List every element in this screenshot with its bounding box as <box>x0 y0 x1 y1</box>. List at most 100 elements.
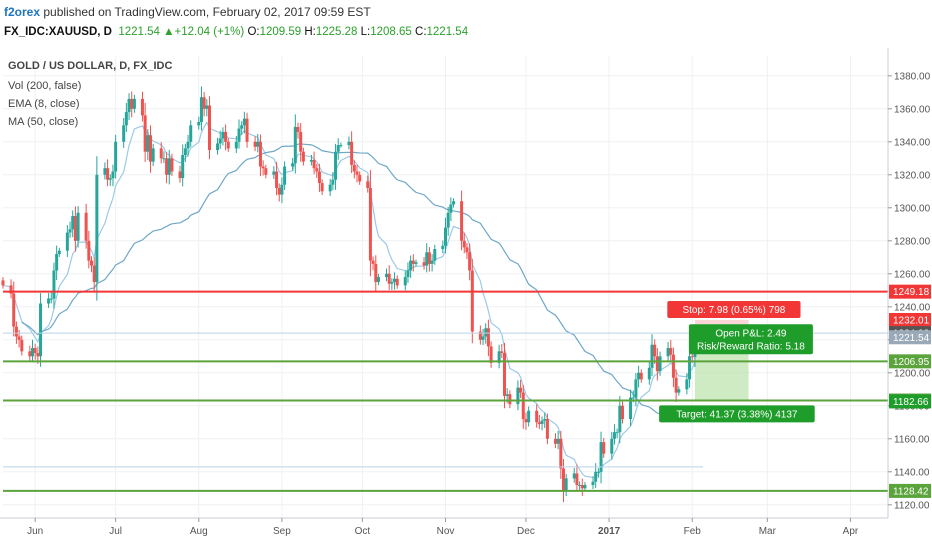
candle-body <box>433 249 437 261</box>
candle <box>521 385 525 429</box>
candle-body <box>559 438 563 469</box>
time-tick-label: Mar <box>759 526 777 537</box>
candle <box>559 430 563 479</box>
candle <box>583 482 587 492</box>
candle-body <box>553 438 557 444</box>
candle <box>452 198 456 208</box>
candle <box>610 431 614 460</box>
candle <box>441 240 445 254</box>
candle-body <box>149 135 152 162</box>
candle <box>312 151 316 175</box>
legend-ma[interactable]: MA (50, close) <box>8 116 78 128</box>
candle <box>208 96 211 160</box>
candle <box>320 179 324 196</box>
candle <box>315 164 319 178</box>
candle <box>122 118 126 148</box>
candle-body <box>130 98 134 109</box>
candle-body <box>521 392 525 419</box>
candle <box>411 254 415 272</box>
candle-body <box>516 387 520 405</box>
price-chart[interactable]: Stop: 7.98 (0.65%) 798 Open P&L: 2.49 Risk… <box>0 48 932 550</box>
candle-body <box>296 126 300 132</box>
candle-body <box>55 254 59 271</box>
price-tag: 1206.95 <box>889 354 931 369</box>
candle <box>178 165 182 183</box>
price-tag-bg <box>889 284 931 299</box>
candle-body <box>484 328 488 337</box>
candle-body <box>261 166 265 169</box>
candle-body <box>387 273 391 284</box>
candle-body <box>505 394 509 396</box>
candle <box>283 161 287 190</box>
price-tag-text: 1206.95 <box>893 357 930 368</box>
candle-body <box>540 420 544 424</box>
candle <box>202 91 206 117</box>
candle-body <box>17 336 21 340</box>
candle-body <box>621 405 624 419</box>
candle-body <box>280 184 284 195</box>
candle <box>621 401 624 424</box>
candle-body <box>245 118 249 142</box>
candle-body <box>374 263 378 283</box>
legend-ema[interactable]: EMA (8, close) <box>8 98 80 110</box>
candle <box>256 133 260 153</box>
legend-vol[interactable]: Vol (200, false) <box>8 80 81 92</box>
candle-body <box>390 282 394 284</box>
stop-label-text: Stop: 7.98 (0.65%) 798 <box>682 305 785 316</box>
price-tick-label: 1300.00 <box>894 203 931 214</box>
candle <box>170 153 174 176</box>
candle <box>140 91 144 122</box>
open-pl-text: Open P&L: 2.49 <box>715 328 787 339</box>
low-label: L: <box>360 26 371 38</box>
candle <box>368 170 372 277</box>
candle <box>527 406 531 427</box>
candle <box>149 125 152 173</box>
candle-body <box>545 419 549 439</box>
candle <box>299 122 303 162</box>
candle-body <box>411 260 415 264</box>
candle-body <box>312 159 316 169</box>
candle-body <box>462 240 466 248</box>
candle <box>500 344 504 359</box>
candle-body <box>578 485 582 486</box>
candle-body <box>422 262 426 266</box>
time-tick-label: Apr <box>843 526 859 537</box>
candle-body <box>76 212 80 241</box>
candle <box>205 99 209 117</box>
axes[interactable]: 1120.001140.001160.001180.001200.001220.… <box>0 48 932 550</box>
candle-body <box>256 141 260 147</box>
candle-body <box>655 356 659 372</box>
candle <box>449 197 453 222</box>
candle-body <box>84 212 88 241</box>
candle-body <box>14 326 18 337</box>
candle-body <box>647 367 651 380</box>
candle-body <box>690 356 694 358</box>
candle-body <box>95 174 99 283</box>
candle <box>658 351 662 376</box>
candle <box>524 412 528 430</box>
candle <box>578 481 582 491</box>
candle-body <box>202 97 206 109</box>
candle-body <box>331 179 335 185</box>
candle <box>427 246 431 272</box>
candle <box>237 119 241 149</box>
up-triangle-icon: ▲ <box>163 26 175 38</box>
horizontal-lines[interactable] <box>3 290 888 492</box>
candle-body <box>90 260 93 266</box>
symbol-label[interactable]: FX_IDC:XAUUSD, D <box>4 26 112 38</box>
price-tick-label: 1200.00 <box>894 368 931 379</box>
candle <box>497 344 501 369</box>
candle <box>87 230 91 269</box>
candle <box>543 412 547 428</box>
candle <box>189 120 193 147</box>
candle <box>446 206 450 236</box>
publisher-name[interactable]: f2orex <box>4 5 41 19</box>
candle <box>49 291 53 304</box>
candle <box>425 243 429 273</box>
low-value: 1208.65 <box>370 26 412 38</box>
candle <box>336 138 340 160</box>
candle-body <box>317 171 321 184</box>
candle <box>376 273 380 286</box>
candle <box>57 247 61 257</box>
candle-body <box>580 485 584 489</box>
